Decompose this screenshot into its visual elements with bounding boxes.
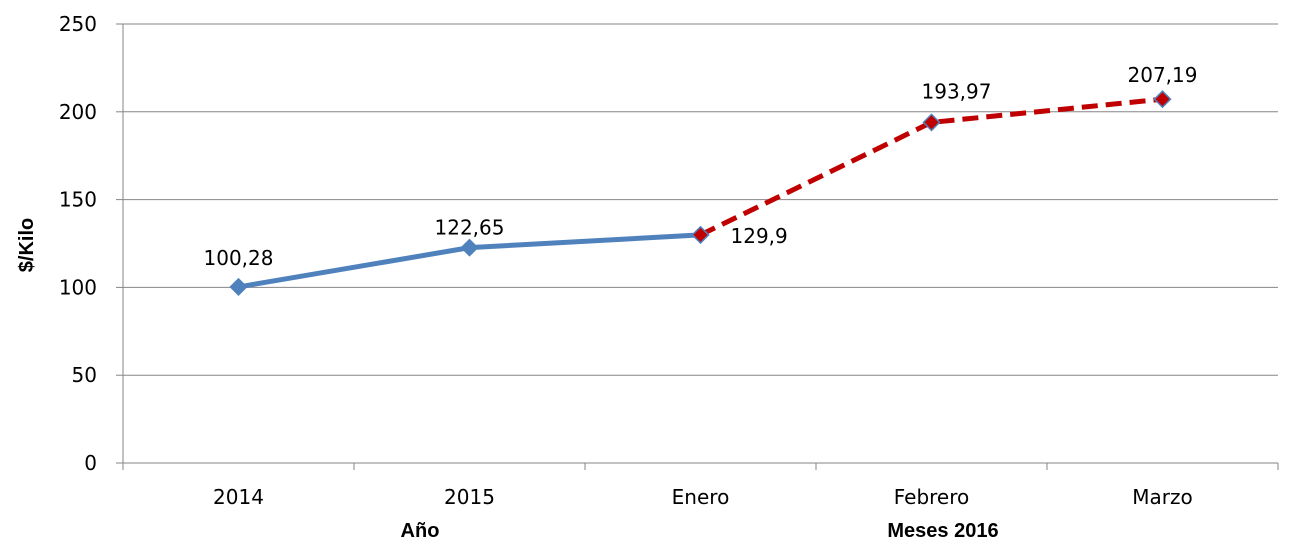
tick-labels: 0 50 100 150 200 250 2014 2015 Enero Febrero Marzo	[59, 12, 1193, 509]
data-label: 100,28	[204, 246, 274, 270]
x-tick-label: 2015	[444, 485, 495, 509]
gridlines	[123, 23, 1278, 376]
x-axis-group-label-months: Meses 2016	[887, 520, 998, 542]
series-lines	[238, 96, 1163, 290]
series-line-2	[699, 96, 1163, 238]
y-tick-label: 50	[72, 363, 97, 387]
y-tick-label: 150	[59, 188, 97, 212]
x-tick-label: 2014	[213, 485, 264, 509]
data-label: 207,19	[1128, 63, 1198, 87]
axes	[116, 23, 1279, 470]
series-markers	[229, 90, 1172, 296]
y-tick-label: 100	[59, 275, 97, 299]
data-labels: 100,28 122,65 129,9 193,97 207,19	[204, 63, 1198, 270]
x-tick-label: Marzo	[1132, 485, 1192, 509]
data-point-marker-2	[691, 225, 710, 244]
y-tick-label: 200	[59, 100, 97, 124]
data-label: 122,65	[435, 216, 505, 240]
y-tick-label: 250	[59, 12, 97, 36]
data-label: 193,97	[922, 79, 992, 103]
data-point-marker-1	[229, 277, 248, 296]
y-axis-title: $/Kilo	[16, 218, 38, 272]
data-point-marker-1	[460, 238, 479, 257]
x-axis-group-label-year: Año	[401, 520, 440, 542]
data-label: 129,9	[731, 224, 788, 248]
data-point-marker-2	[922, 113, 941, 132]
x-tick-label: Enero	[672, 485, 730, 509]
data-point-marker-2	[1153, 90, 1172, 109]
x-tick-label: Febrero	[894, 485, 970, 509]
y-tick-label: 0	[84, 451, 97, 475]
